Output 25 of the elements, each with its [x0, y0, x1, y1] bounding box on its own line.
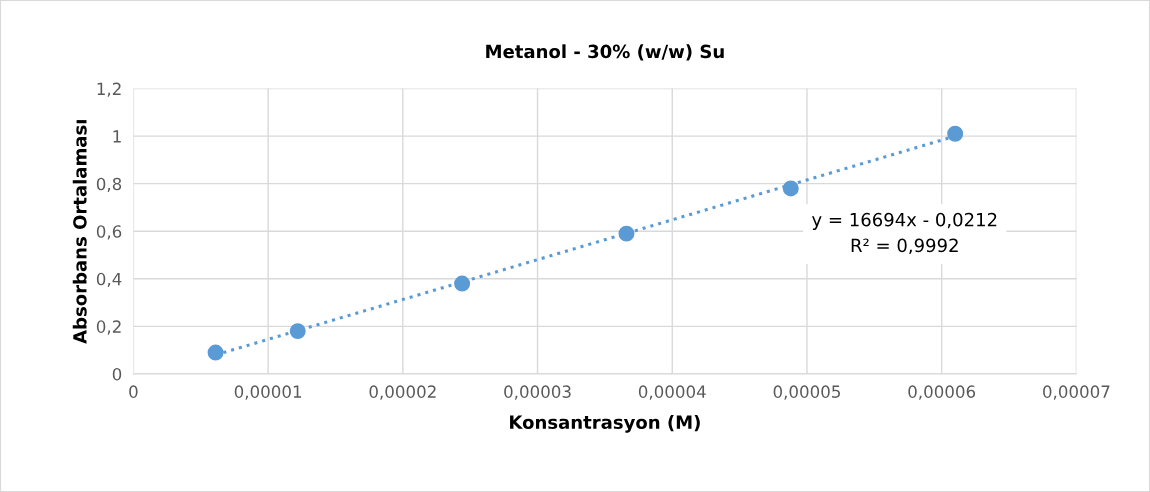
point [947, 125, 964, 142]
x-tick-label: 0,00003 [504, 385, 571, 400]
x-tick-label: 0 [129, 385, 138, 398]
x-tick-label: 0,00005 [773, 385, 840, 400]
point [782, 180, 799, 197]
y-tick-label: 1,2 [97, 82, 121, 97]
y-tick-label: 0,2 [96, 320, 121, 335]
y-tick-label: 0 [112, 367, 122, 381]
x-tick-label: 0,00007 [1043, 385, 1110, 400]
y-tick-label: 0,4 [96, 272, 122, 288]
y-tick-label: 0,6 [96, 225, 122, 240]
x-tick-label: 0,00004 [638, 385, 706, 400]
point [207, 344, 224, 361]
y-tick-label: 1 [113, 130, 121, 143]
point [454, 275, 471, 292]
x-tick-label: 0,00006 [908, 385, 976, 400]
x-axis-title: Konsantrasyon (M) [510, 415, 700, 433]
x-tick-label: 0,00002 [369, 385, 436, 400]
annotation: y = 16694x - 0,0212 R² = 0,9992 [812, 212, 997, 255]
x-tick-label: 0,00001 [234, 385, 302, 400]
chart-title: Metanol - 30% (w/w) Su [486, 44, 724, 61]
point [289, 323, 306, 340]
point [618, 225, 635, 242]
y-tick-label: 0,8 [96, 177, 122, 192]
y-axis-title: Absorbans Ortalaması [72, 120, 87, 344]
